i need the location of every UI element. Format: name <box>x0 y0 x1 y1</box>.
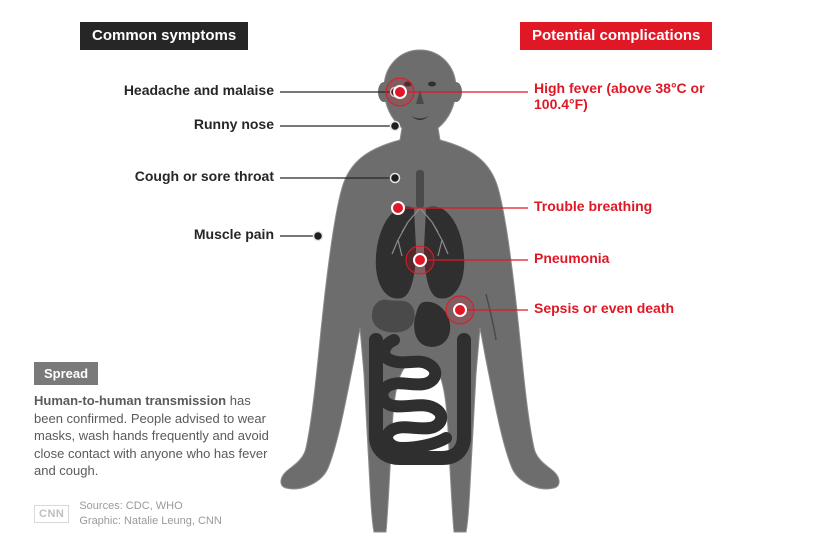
complication-label-1: Trouble breathing <box>534 198 754 214</box>
spread-badge: Spread <box>34 362 98 385</box>
footer-sources: Sources: CDC, WHO <box>79 499 221 513</box>
symptom-label-2: Cough or sore throat <box>96 168 274 184</box>
header-symptoms: Common symptoms <box>80 22 248 50</box>
footer-credits: Sources: CDC, WHO Graphic: Natalie Leung… <box>79 499 221 528</box>
complication-label-2: Pneumonia <box>534 250 754 266</box>
spread-text: Human-to-human transmission has been con… <box>34 392 274 480</box>
symptom-label-1: Runny nose <box>156 116 274 132</box>
spread-lead: Human-to-human transmission <box>34 393 230 408</box>
complication-label-0: High fever (above 38°C or 100.4°F) <box>534 80 754 112</box>
symptom-label-3: Muscle pain <box>156 226 274 242</box>
body-figure <box>260 40 580 540</box>
cnn-logo: CNN <box>34 505 69 523</box>
infographic-stage: Common symptoms Potential complications <box>0 0 827 546</box>
footer-graphic-credit: Graphic: Natalie Leung, CNN <box>79 514 221 528</box>
complication-label-3: Sepsis or even death <box>534 300 754 316</box>
symptom-label-0: Headache and malaise <box>96 82 274 98</box>
footer: CNN Sources: CDC, WHO Graphic: Natalie L… <box>34 499 222 528</box>
